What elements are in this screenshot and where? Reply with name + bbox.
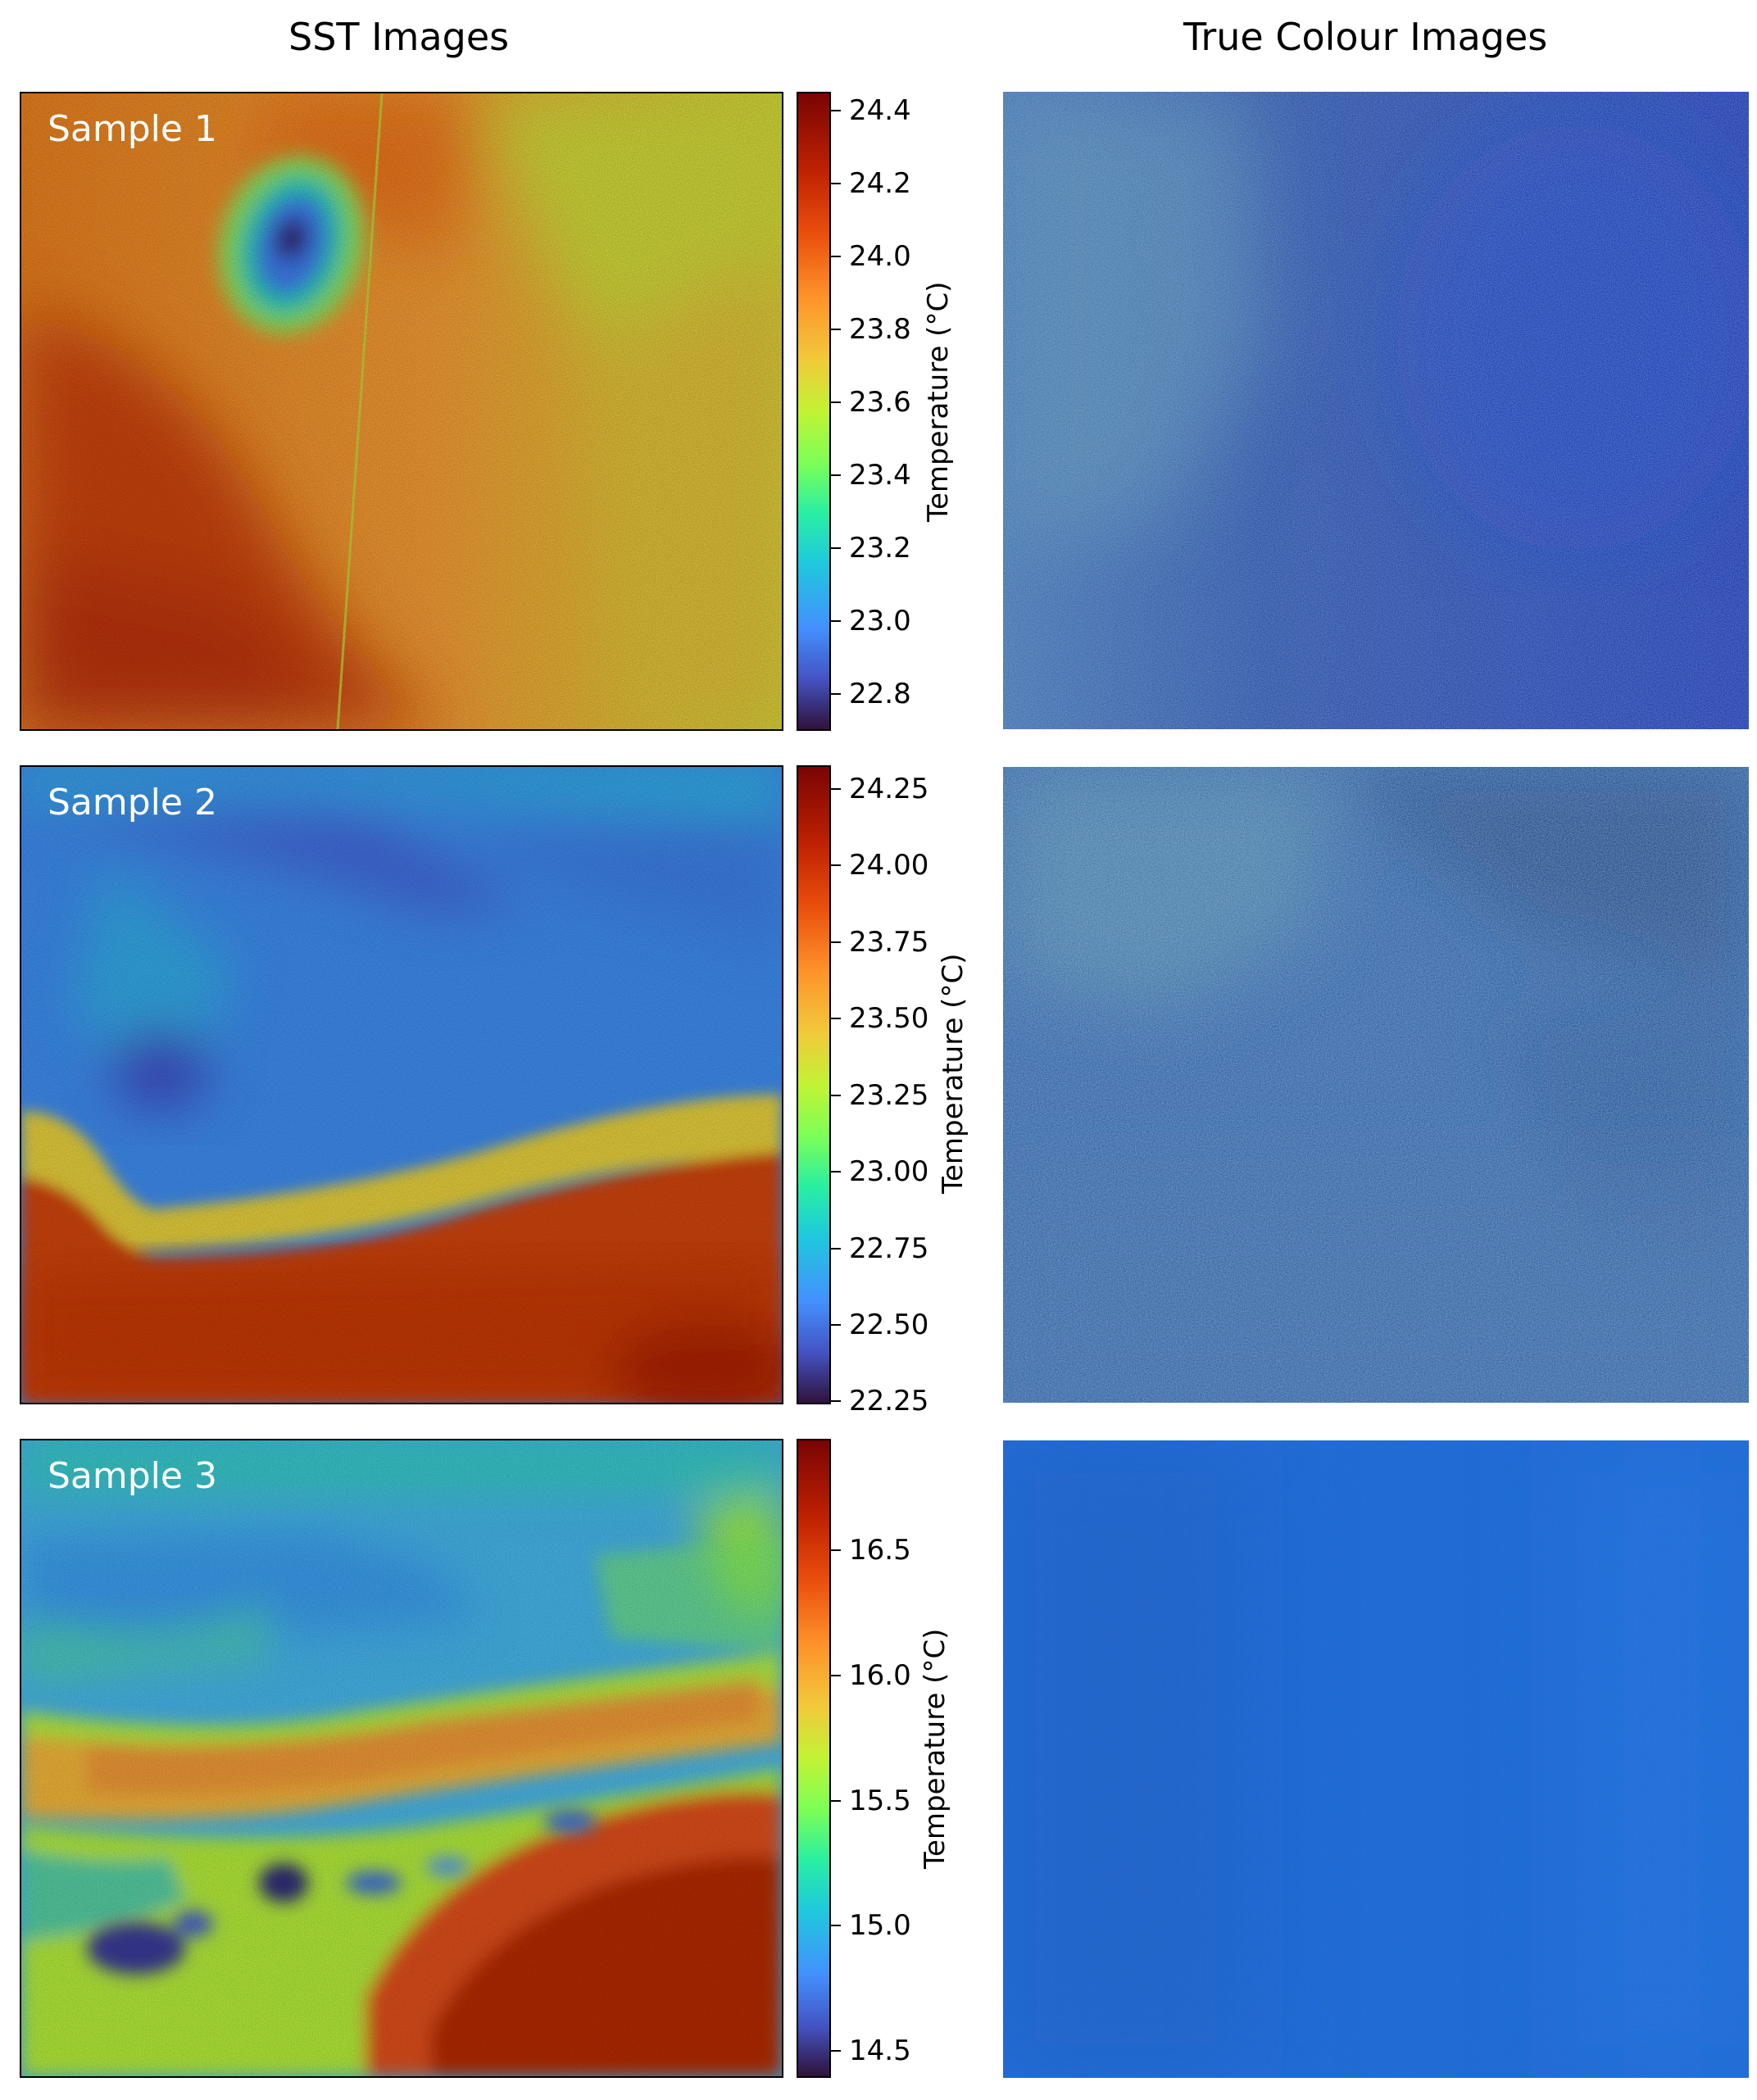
cbar2-tick xyxy=(829,941,841,943)
cbar1-tick xyxy=(829,110,841,111)
cbar1-tick-label: 24.0 xyxy=(849,240,911,273)
cbar2-tick xyxy=(829,1095,841,1096)
cbar2-tick xyxy=(829,1400,841,1402)
cbar3-tick-label: 14.5 xyxy=(849,2034,911,2067)
cbar2-tick xyxy=(829,1248,841,1250)
cbar1-tick-label: 24.4 xyxy=(849,94,911,127)
cbar1-tick xyxy=(829,474,841,476)
cbar3-tick xyxy=(829,1675,841,1676)
cbar1-tick-label: 23.2 xyxy=(849,532,911,565)
cbar1-tick xyxy=(829,620,841,622)
cbar1-tick-label: 23.0 xyxy=(849,605,911,637)
sample-2-label: Sample 2 xyxy=(48,782,217,823)
cbar3-tick-label: 16.0 xyxy=(849,1659,911,1692)
cbar1-tick xyxy=(829,547,841,549)
cbar1-tick-label: 24.2 xyxy=(849,167,911,200)
true-colour-image-sample-2 xyxy=(1003,767,1749,1403)
cbar3-tick xyxy=(829,2050,841,2052)
cbar3-tick xyxy=(829,1800,841,1802)
cbar1-tick xyxy=(829,256,841,257)
cbar2-tick xyxy=(829,1018,841,1019)
cbar3-tick xyxy=(829,1549,841,1551)
true-colour-image-sample-3 xyxy=(1003,1440,1749,2078)
cbar1-tick-label: 23.8 xyxy=(849,313,911,346)
sst-column-title: SST Images xyxy=(288,15,510,59)
cbar1-tick xyxy=(829,329,841,330)
sample-1-label: Sample 1 xyxy=(48,108,217,150)
cbar3-tick-label: 15.5 xyxy=(849,1785,911,1817)
colorbar-title-sample-1: Temperature (°C) xyxy=(922,281,955,522)
cbar2-tick-label: 23.00 xyxy=(849,1155,929,1188)
colorbar-sample-1 xyxy=(797,92,831,731)
sst-image-sample-3: Sample 3 xyxy=(20,1439,783,2078)
colorbar-title-sample-3: Temperature (°C) xyxy=(919,1628,951,1869)
cbar1-tick-label: 23.4 xyxy=(849,459,911,492)
cbar2-tick xyxy=(829,1324,841,1326)
cbar2-tick-label: 22.25 xyxy=(849,1385,929,1417)
cbar3-tick-label: 16.5 xyxy=(849,1534,911,1567)
colorbar-sample-3 xyxy=(797,1439,831,2078)
cbar2-tick xyxy=(829,864,841,866)
cbar1-tick xyxy=(829,693,841,695)
sst-image-sample-2: Sample 2 xyxy=(20,765,783,1404)
cbar2-tick-label: 23.25 xyxy=(849,1079,929,1112)
cbar2-tick xyxy=(829,1171,841,1172)
cbar2-tick-label: 23.75 xyxy=(849,926,929,959)
true-colour-image-sample-1 xyxy=(1003,92,1749,729)
sample-3-label: Sample 3 xyxy=(48,1455,217,1497)
cbar3-tick-label: 15.0 xyxy=(849,1909,911,1942)
cbar1-tick-label: 22.8 xyxy=(849,678,911,710)
cbar2-tick-label: 24.00 xyxy=(849,849,929,882)
cbar1-tick xyxy=(829,401,841,403)
cbar3-tick xyxy=(829,1925,841,1926)
true-colour-column-title: True Colour Images xyxy=(1183,15,1548,59)
colorbar-sample-2 xyxy=(797,765,831,1404)
cbar2-tick xyxy=(829,788,841,790)
cbar2-tick-label: 23.50 xyxy=(849,1002,929,1035)
cbar2-tick-label: 22.50 xyxy=(849,1309,929,1341)
colorbar-title-sample-2: Temperature (°C) xyxy=(937,953,969,1194)
sst-image-sample-1: Sample 1 xyxy=(20,92,783,731)
cbar1-tick xyxy=(829,183,841,184)
cbar2-tick-label: 22.75 xyxy=(849,1232,929,1265)
cbar2-tick-label: 24.25 xyxy=(849,773,929,805)
cbar1-tick-label: 23.6 xyxy=(849,386,911,419)
